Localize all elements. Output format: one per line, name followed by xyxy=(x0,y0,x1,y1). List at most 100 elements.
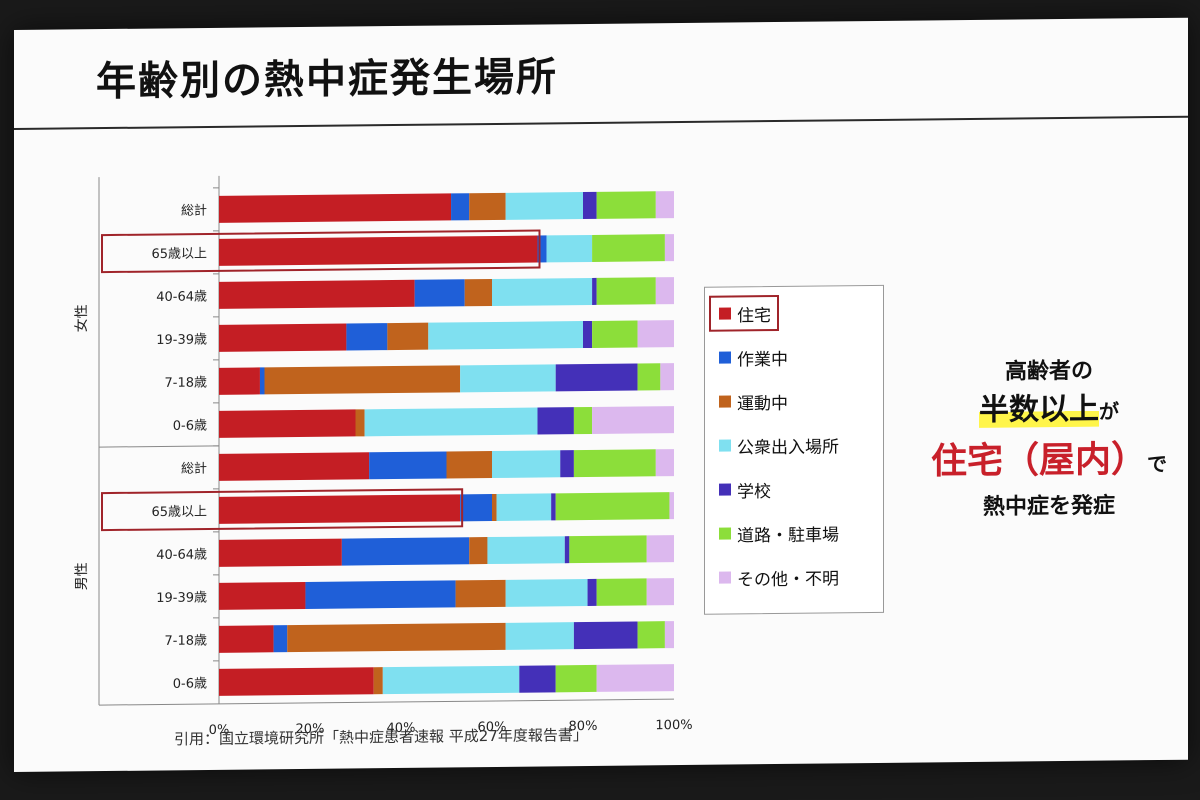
bar-segment xyxy=(583,192,597,219)
bar-segment xyxy=(219,409,356,437)
category-label: 19-39歳 xyxy=(156,332,207,348)
bar-segment xyxy=(219,280,415,309)
category-label: 7-18歳 xyxy=(164,375,207,390)
bar-segment xyxy=(387,323,428,350)
legend-item: 公衆出入場所 xyxy=(711,428,839,461)
bar-segment xyxy=(356,409,365,436)
legend-item: 住宅 xyxy=(711,297,777,330)
bar-segment xyxy=(374,667,383,694)
category-label: 7-18歳 xyxy=(164,633,207,648)
legend-label: 学校 xyxy=(737,477,771,502)
legend-item: 作業中 xyxy=(711,341,788,374)
callout: 高齢者の 半数以上が 住宅（屋内）で 熱中症を発症 xyxy=(914,356,1184,525)
bar-segment xyxy=(469,193,505,220)
bar-segment xyxy=(556,665,597,692)
callout-line1: 高齢者の xyxy=(914,356,1184,389)
bar-segment xyxy=(656,449,674,476)
category-label: 0-6歳 xyxy=(173,418,207,433)
legend-swatch xyxy=(719,483,731,495)
bar-segment xyxy=(305,580,455,609)
bar-segment xyxy=(583,321,592,348)
bar-segment xyxy=(219,367,260,394)
bar-segment xyxy=(492,450,560,478)
callout-line3-suffix: で xyxy=(1147,452,1167,476)
title-divider xyxy=(14,116,1188,130)
legend-label: 作業中 xyxy=(737,344,788,370)
group-label: 男性 xyxy=(74,562,90,590)
legend-label: 道路・駐車場 xyxy=(737,520,839,546)
slide: 年齢別の熱中症発生場所 0% 20% 40% 60% 80% 100% 総計 65歳以上 40-… xyxy=(14,18,1188,772)
bar-segment xyxy=(669,492,674,519)
bar-segment xyxy=(219,667,374,696)
bar-segment xyxy=(556,492,670,520)
bar-segment xyxy=(638,320,674,347)
bar-segment xyxy=(597,664,674,692)
bar-segment xyxy=(451,193,469,220)
bar-segment xyxy=(219,582,305,610)
chart-legend: 住宅 作業中 運動中 公衆出入場所 学校 道路・駐車場 その他・不明 xyxy=(704,285,884,615)
x-axis-line xyxy=(99,699,674,705)
category-label: 19-39歳 xyxy=(156,590,207,606)
legend-label: 公衆出入場所 xyxy=(737,432,839,458)
bar-segment xyxy=(219,539,342,567)
citation: 引用：国立環境研究所「熱中症患者速報 平成27年度報告書」 xyxy=(174,724,588,749)
callout-line2-suffix: が xyxy=(1099,399,1119,423)
bar-segment xyxy=(487,536,564,564)
bar-segment xyxy=(556,363,638,391)
bar-segment xyxy=(497,493,552,521)
category-label: 40-64歳 xyxy=(156,289,207,305)
category-label: 65歳以上 xyxy=(151,504,207,520)
legend-swatch xyxy=(719,307,731,319)
legend-swatch xyxy=(719,395,731,407)
bar-segment xyxy=(219,193,451,222)
bar-segment xyxy=(592,320,638,347)
bar-segment xyxy=(519,665,555,692)
bar-segment xyxy=(274,625,288,652)
group-label: 女性 xyxy=(73,304,90,332)
bar-segment xyxy=(592,234,665,262)
bar-segment xyxy=(647,535,674,562)
legend-label: 住宅 xyxy=(737,301,771,326)
bar-segment xyxy=(219,236,538,266)
category-label: 40-64歳 xyxy=(156,547,207,563)
category-label: 総計 xyxy=(181,202,207,218)
bar-segment xyxy=(592,406,674,434)
bar-segment xyxy=(265,365,461,394)
bar-segment xyxy=(538,407,574,434)
bar-segment xyxy=(665,234,674,261)
bar-segment xyxy=(219,452,369,481)
bar-segment xyxy=(447,451,493,478)
category-label: 0-6歳 xyxy=(173,676,207,691)
bar-segment xyxy=(574,407,592,434)
bar-segment xyxy=(219,324,346,352)
bar-segment xyxy=(365,408,538,437)
bar-segment xyxy=(665,621,674,648)
legend-swatch xyxy=(719,351,731,363)
category-label: 総計 xyxy=(181,460,207,476)
bar-segment xyxy=(569,535,646,563)
legend-swatch xyxy=(719,527,731,539)
bar-segment xyxy=(588,579,597,606)
legend-item: 学校 xyxy=(711,473,771,506)
bar-segment xyxy=(656,191,674,218)
group-divider xyxy=(99,446,219,447)
bar-segment xyxy=(506,192,583,220)
bar-segment xyxy=(565,536,570,563)
x-tick-label: 100% xyxy=(655,718,692,733)
bar-segment xyxy=(428,321,583,350)
callout-line2: 半数以上が xyxy=(914,386,1184,437)
bar-segment xyxy=(469,537,487,564)
bar-segment xyxy=(506,622,574,650)
callout-line3: 住宅（屋内）で xyxy=(914,434,1184,493)
bar-segment xyxy=(415,279,465,307)
bar-segment xyxy=(383,666,520,694)
legend-label: 運動中 xyxy=(737,388,788,414)
bar-segment xyxy=(492,494,497,521)
callout-highlight: 半数以上 xyxy=(979,392,1099,428)
legend-swatch xyxy=(719,439,731,451)
bar-segment xyxy=(660,363,674,390)
bar-segment xyxy=(597,277,656,305)
callout-emphasis: 住宅（屋内） xyxy=(931,439,1147,482)
bar-segment xyxy=(342,537,469,565)
legend-item: 運動中 xyxy=(711,385,788,418)
